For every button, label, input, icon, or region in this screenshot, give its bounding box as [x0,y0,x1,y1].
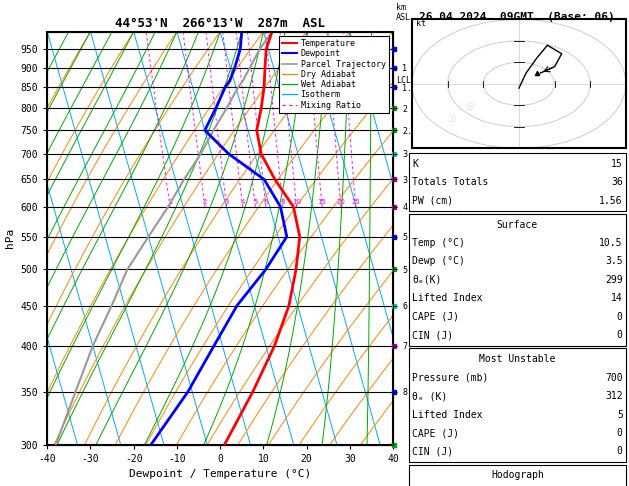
Text: Temp (°C): Temp (°C) [412,238,465,248]
X-axis label: Dewpoint / Temperature (°C): Dewpoint / Temperature (°C) [129,469,311,479]
Text: 3: 3 [225,199,229,205]
Text: 10: 10 [292,199,301,205]
Text: 5: 5 [253,199,257,205]
Text: Hodograph: Hodograph [491,470,544,480]
Text: CIN (J): CIN (J) [412,447,453,456]
Text: 1: 1 [168,199,172,205]
Text: ☉: ☉ [448,115,457,124]
Text: PW (cm): PW (cm) [412,196,453,206]
Text: 3.5: 3.5 [605,257,623,266]
Text: Pressure (mb): Pressure (mb) [412,373,488,382]
Text: ☉: ☉ [465,102,474,112]
Text: 6: 6 [264,199,268,205]
Text: CAPE (J): CAPE (J) [412,428,459,438]
Text: 5: 5 [617,410,623,419]
Text: 15: 15 [611,159,623,169]
Text: 0: 0 [617,447,623,456]
Legend: Temperature, Dewpoint, Parcel Trajectory, Dry Adiabat, Wet Adiabat, Isotherm, Mi: Temperature, Dewpoint, Parcel Trajectory… [279,36,389,113]
Text: 0: 0 [617,312,623,322]
Text: CIN (J): CIN (J) [412,330,453,340]
Text: kt: kt [416,19,426,28]
Text: 0: 0 [617,428,623,438]
Text: 15: 15 [318,199,326,205]
Text: K: K [412,159,418,169]
Text: 8: 8 [281,199,285,205]
Text: 10.5: 10.5 [599,238,623,248]
Text: θₑ (K): θₑ (K) [412,391,447,401]
Text: Lifted Index: Lifted Index [412,294,482,303]
Text: 312: 312 [605,391,623,401]
Text: Most Unstable: Most Unstable [479,354,555,364]
Y-axis label: hPa: hPa [5,228,15,248]
Text: 36: 36 [611,177,623,187]
Y-axis label: Mixing Ratio (g/kg): Mixing Ratio (g/kg) [456,182,466,294]
Text: LCL: LCL [396,76,411,86]
Text: Totals Totals: Totals Totals [412,177,488,187]
Text: 700: 700 [605,373,623,382]
Text: km
ASL: km ASL [396,3,411,22]
Title: 44°53'N  266°13'W  287m  ASL: 44°53'N 266°13'W 287m ASL [115,17,325,31]
Text: 26.04.2024  09GMT  (Base: 06): 26.04.2024 09GMT (Base: 06) [420,12,615,22]
Text: Surface: Surface [497,220,538,229]
Text: 4: 4 [240,199,245,205]
Text: 20: 20 [337,199,345,205]
Text: 25: 25 [351,199,360,205]
Text: Lifted Index: Lifted Index [412,410,482,419]
Text: 299: 299 [605,275,623,285]
Text: 0: 0 [617,330,623,340]
Text: 14: 14 [611,294,623,303]
Text: CAPE (J): CAPE (J) [412,312,459,322]
Text: Dewp (°C): Dewp (°C) [412,257,465,266]
Text: 1.56: 1.56 [599,196,623,206]
Text: θₑ(K): θₑ(K) [412,275,442,285]
Text: 2: 2 [203,199,207,205]
